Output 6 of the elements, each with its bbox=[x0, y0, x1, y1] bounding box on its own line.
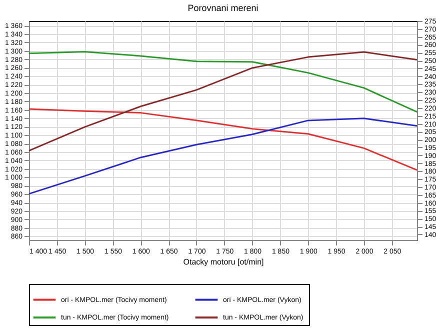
line-series bbox=[28, 50, 418, 113]
line-series bbox=[28, 108, 418, 171]
line-series bbox=[28, 118, 418, 195]
line-series bbox=[28, 51, 418, 152]
x-axis-title: Otacky motoru [ot/min] bbox=[183, 258, 264, 266]
chart-title: Porovnani mereni bbox=[188, 3, 258, 13]
